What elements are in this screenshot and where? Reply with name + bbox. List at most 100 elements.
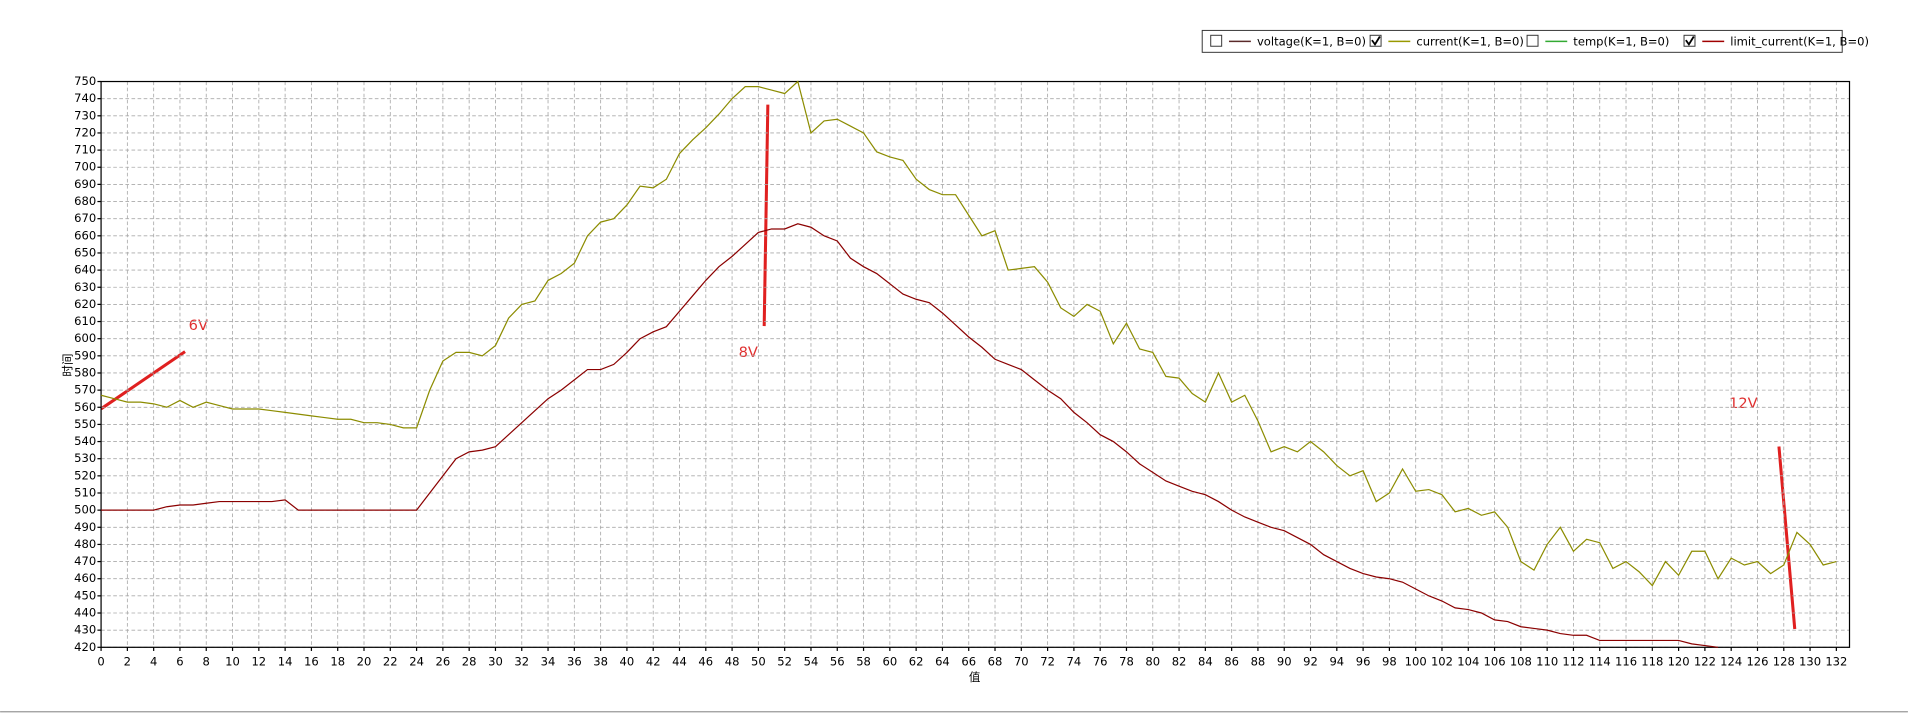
x-tick-label: 60: [882, 654, 897, 668]
x-tick-label: 30: [488, 654, 503, 668]
series-line: [100, 80, 1837, 587]
y-tick-label: 690: [74, 177, 96, 191]
x-tick-label: 2: [124, 654, 131, 668]
x-tick-label: 74: [1067, 654, 1082, 668]
legend-label: temp(K=1, B=0): [1573, 34, 1669, 48]
y-tick-label: 560: [74, 400, 96, 414]
x-tick-label: 80: [1145, 654, 1160, 668]
legend-checkbox[interactable]: [1210, 34, 1223, 47]
x-tick-label: 64: [935, 654, 950, 668]
y-tick-label: 750: [74, 74, 96, 88]
legend-label: current(K=1, B=0): [1416, 34, 1524, 48]
x-tick-label: 90: [1277, 654, 1292, 668]
y-tick-label: 710: [74, 143, 96, 157]
x-tick-label: 112: [1562, 654, 1584, 668]
x-tick-label: 82: [1172, 654, 1187, 668]
legend-checkbox[interactable]: [1683, 34, 1696, 47]
x-tick-label: 66: [961, 654, 976, 668]
series-line: [101, 223, 1719, 648]
x-tick-label: 72: [1040, 654, 1055, 668]
y-tick-label: 610: [74, 314, 96, 328]
y-tick-label: 430: [74, 623, 96, 637]
x-tick-label: 54: [804, 654, 819, 668]
x-tick-label: 122: [1694, 654, 1716, 668]
x-tick-label: 18: [330, 654, 345, 668]
x-tick-label: 76: [1093, 654, 1108, 668]
x-tick-label: 124: [1720, 654, 1742, 668]
x-tick-label: 4: [150, 654, 157, 668]
x-tick-label: 94: [1329, 654, 1344, 668]
y-tick-label: 450: [74, 588, 96, 602]
x-tick-label: 126: [1746, 654, 1768, 668]
x-axis-label: 值: [969, 670, 981, 684]
annotation: 8V: [739, 344, 758, 361]
x-tick-label: 40: [620, 654, 635, 668]
x-tick-label: 34: [541, 654, 556, 668]
y-tick-label: 670: [74, 211, 96, 225]
y-axis-label: 时间: [61, 353, 75, 376]
x-tick-label: 120: [1668, 654, 1690, 668]
x-tick-label: 114: [1589, 654, 1611, 668]
y-tick-label: 500: [74, 503, 96, 517]
x-tick-label: 46: [698, 654, 713, 668]
x-tick-label: 48: [725, 654, 740, 668]
y-tick-label: 570: [74, 383, 96, 397]
y-tick-label: 530: [74, 451, 96, 465]
x-tick-label: 8: [203, 654, 210, 668]
plot-border: [100, 80, 1851, 648]
x-tick-label: 70: [1014, 654, 1029, 668]
y-tick-label: 720: [74, 125, 96, 139]
y-tick-label: 580: [74, 365, 96, 379]
x-tick-label: 88: [1251, 654, 1266, 668]
y-tick-label: 490: [74, 520, 96, 534]
x-tick-label: 10: [225, 654, 240, 668]
x-tick-label: 50: [751, 654, 766, 668]
x-tick-label: 58: [856, 654, 871, 668]
x-tick-label: 32: [514, 654, 529, 668]
y-tick-label: 520: [74, 468, 96, 482]
x-tick-label: 78: [1119, 654, 1134, 668]
x-tick-label: 104: [1457, 654, 1479, 668]
y-tick-label: 630: [74, 280, 96, 294]
x-tick-label: 102: [1431, 654, 1453, 668]
x-tick-label: 14: [278, 654, 293, 668]
y-tick-label: 730: [74, 108, 96, 122]
legend-checkbox[interactable]: [1526, 34, 1539, 47]
x-tick-label: 20: [357, 654, 372, 668]
y-tick-label: 700: [74, 160, 96, 174]
x-tick-label: 24: [409, 654, 424, 668]
x-tick-label: 108: [1510, 654, 1532, 668]
x-tick-label: 100: [1405, 654, 1427, 668]
x-tick-label: 44: [672, 654, 687, 668]
y-tick-label: 740: [74, 91, 96, 105]
x-tick-label: 6: [176, 654, 183, 668]
x-tick-label: 22: [383, 654, 398, 668]
x-tick-label: 36: [567, 654, 582, 668]
annotation-stroke: [762, 104, 770, 327]
x-tick-label: 68: [988, 654, 1003, 668]
x-tick-label: 52: [777, 654, 792, 668]
y-tick-label: 660: [74, 228, 96, 242]
legend-check: [1371, 36, 1381, 47]
x-tick-label: 38: [593, 654, 608, 668]
x-tick-label: 86: [1224, 654, 1239, 668]
y-tick-label: 540: [74, 434, 96, 448]
y-tick-label: 620: [74, 297, 96, 311]
x-tick-label: 118: [1641, 654, 1663, 668]
x-tick-label: 128: [1773, 654, 1795, 668]
y-tick-label: 440: [74, 606, 96, 620]
x-tick-label: 28: [462, 654, 477, 668]
y-tick-label: 420: [74, 640, 96, 654]
legend-check: [1685, 36, 1695, 47]
y-tick-label: 590: [74, 348, 96, 362]
y-tick-label: 640: [74, 263, 96, 277]
x-tick-label: 0: [97, 654, 104, 668]
y-tick-label: 510: [74, 485, 96, 499]
legend-box: [1201, 29, 1843, 53]
legend-checkbox[interactable]: [1369, 34, 1382, 47]
legend-label: limit_current(K=1, B=0): [1730, 34, 1869, 48]
y-tick-label: 460: [74, 571, 96, 585]
y-tick-label: 470: [74, 554, 96, 568]
